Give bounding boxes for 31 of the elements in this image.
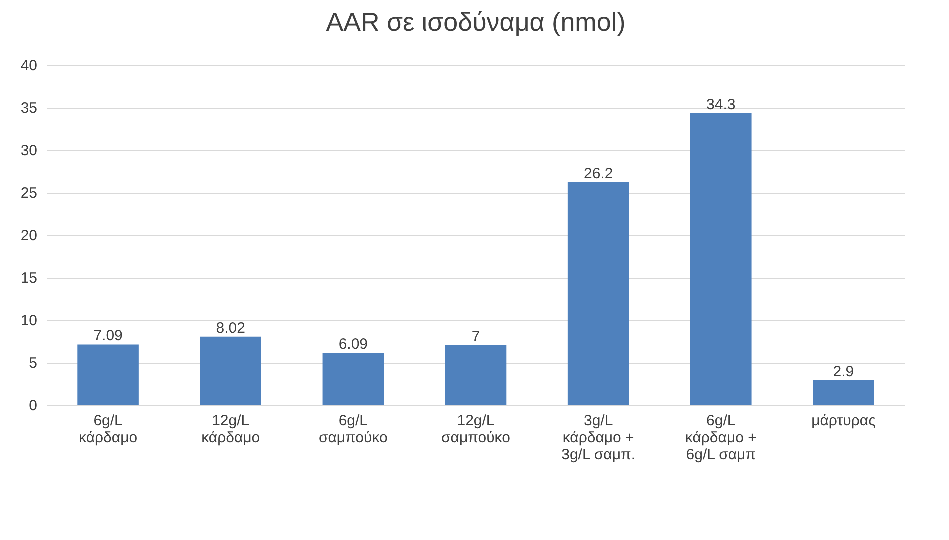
- y-tick-label: 30: [20, 142, 38, 160]
- x-tick-label: 6g/L κάρδαμο: [79, 412, 138, 446]
- x-tick-label: μάρτυρας: [812, 412, 876, 430]
- y-tick-label: 25: [20, 185, 38, 202]
- chart-title: AAR σε ισοδύναμα (nmol): [326, 7, 626, 37]
- x-tick-label: 12g/L σαμπούκο: [442, 412, 510, 446]
- x-tick-label: 12g/L κάρδαμο: [202, 412, 260, 446]
- data-label: 6.09: [338, 336, 368, 354]
- data-label: 7.09: [94, 328, 123, 345]
- y-tick-label: 40: [20, 58, 38, 74]
- y-tick-label: 5: [29, 355, 38, 372]
- x-tick-label: 6g/L κάρδαμο + 6g/L σαμπ: [685, 412, 758, 464]
- y-tick-label: 35: [20, 100, 38, 117]
- y-tick-label: 0: [29, 398, 38, 414]
- bar: [78, 344, 139, 405]
- y-tick-label: 20: [20, 228, 38, 244]
- y-tick-label: 15: [20, 270, 38, 287]
- data-label: 2.9: [833, 363, 854, 380]
- bar: [200, 336, 262, 405]
- data-label: 34.3: [706, 96, 736, 114]
- data-label: 8.02: [216, 320, 246, 337]
- x-tick-label: 3g/L κάρδαμο + 3g/L σαμπ.: [562, 412, 636, 464]
- y-tick-label: 10: [20, 312, 38, 330]
- bar: [445, 346, 507, 405]
- bar: [322, 353, 384, 405]
- data-label: 26.2: [584, 165, 614, 182]
- bar: [568, 182, 630, 405]
- data-label: 7: [472, 328, 480, 346]
- bar: [690, 113, 752, 405]
- bar: [813, 380, 874, 405]
- x-tick-label: 6g/L σαμπούκο: [318, 412, 388, 446]
